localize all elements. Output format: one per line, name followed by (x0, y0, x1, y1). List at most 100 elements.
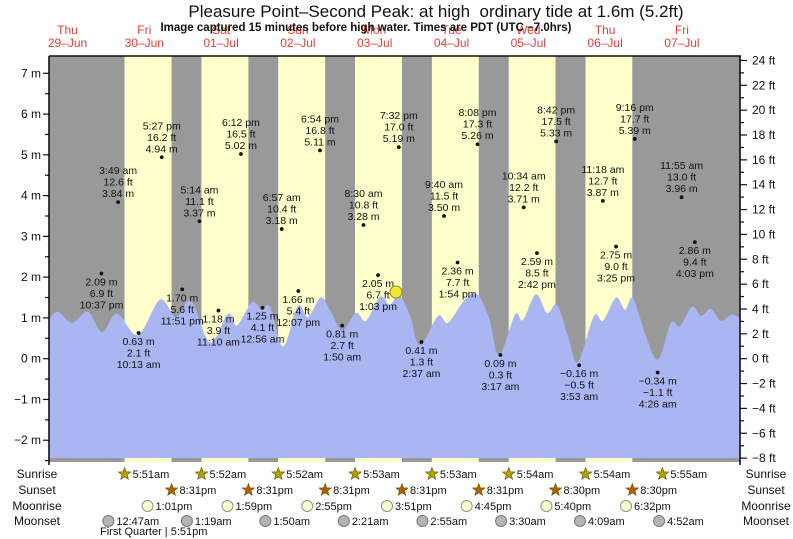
tide-event-label: 2:42 pm (518, 279, 556, 291)
tide-event-label: 5.6 ft (171, 304, 194, 316)
tide-event-label: 5.02 m (225, 140, 257, 152)
tide-event-label: −0.34 m (639, 376, 677, 388)
tide-event-label: 2.7 ft (330, 340, 353, 352)
tide-event-label: 11:10 am (197, 337, 240, 349)
day-date-label: 05–Jul (511, 36, 546, 50)
left-axis-label: 7 m (21, 66, 41, 80)
tide-event-label: 10:34 am (502, 170, 546, 182)
row-label-right-moonset: Moonset (743, 514, 790, 528)
sunset-time-label: 8:30pm (564, 485, 601, 497)
day-date-label: 30–Jun (125, 36, 164, 50)
moonrise-time-label: 4:45pm (475, 501, 512, 513)
sunset-time-label: 8:31pm (180, 485, 217, 497)
sunset-icon (471, 482, 486, 497)
tide-event-label: 0.3 ft (489, 370, 512, 382)
sunrise-icon (271, 466, 286, 481)
tide-event-label: 10.8 ft (349, 199, 378, 211)
tide-event-label: 2.75 m (600, 250, 632, 262)
tide-event-label: 12.2 ft (509, 182, 538, 194)
right-axis-label: 22 ft (752, 78, 776, 92)
moonrise-time-label: 5:40pm (554, 501, 591, 513)
sunrise-time-label: 5:52am (209, 469, 246, 481)
tide-event-label: 3.50 m (428, 202, 460, 214)
tide-event-label: 9:40 am (425, 179, 463, 191)
tide-event-dot (116, 200, 121, 205)
tide-event-label: 0.63 m (123, 336, 155, 348)
sunrise-time-label: 5:53am (363, 469, 400, 481)
moonset-time-label: 2:21am (352, 516, 389, 528)
tide-event-label: 8:30 am (345, 188, 383, 200)
tide-event-label: 4.1 ft (251, 322, 274, 334)
left-axis-label: 2 m (21, 270, 41, 284)
moonset-time-label: 4:09am (588, 516, 625, 528)
tide-event-label: 3.71 m (508, 193, 540, 205)
tide-event-label: 0.41 m (405, 345, 437, 357)
moonrise-icon (221, 500, 234, 512)
row-label-right-sunrise: Sunrise (746, 467, 787, 481)
day-name-label: Fri (137, 23, 151, 37)
current-tide-marker (389, 285, 403, 299)
tide-event-label: 6:12 pm (222, 117, 260, 129)
tide-event-dot (159, 155, 164, 160)
tide-event-label: 10:37 pm (80, 299, 124, 311)
tide-event-dot (521, 205, 526, 210)
tide-event-label: 13.0 ft (667, 172, 696, 184)
tide-event-label: 7:32 pm (380, 110, 418, 122)
tide-event-label: 1:03 pm (359, 301, 397, 313)
tide-event-label: 2.59 m (521, 256, 553, 268)
tide-event-label: 3:49 am (99, 165, 137, 177)
tide-event-label: 11.5 ft (430, 190, 458, 202)
moonrise-time-label: 2:55pm (315, 501, 352, 513)
left-axis-label: 4 m (21, 189, 41, 203)
sunrise-icon (194, 466, 209, 481)
tide-event-label: 12.7 ft (588, 175, 617, 187)
row-label-right-moonrise: Moonrise (741, 499, 791, 513)
tide-event-dot (455, 260, 460, 265)
right-axis-label: 24 ft (752, 53, 776, 67)
tide-event-dot (577, 363, 582, 368)
tide-event-dot (279, 227, 284, 231)
tide-event-dot (136, 331, 141, 335)
sunrise-icon (655, 466, 670, 481)
tide-event-label: 2.36 m (442, 265, 474, 277)
sunrise-time-label: 5:51am (133, 469, 170, 481)
sunset-icon (241, 482, 256, 497)
right-axis-label: 8 ft (752, 252, 769, 266)
moonset-time-label: 4:52am (667, 516, 704, 528)
moonset-icon (416, 515, 429, 527)
tide-event-label: 8:08 pm (459, 107, 497, 119)
tide-event-label: 3.87 m (587, 187, 619, 199)
tide-event-label: 5.11 m (304, 136, 336, 148)
tide-event-label: 12:56 am (241, 334, 285, 346)
day-name-label: Thu (595, 23, 616, 37)
right-axis-label: 14 ft (752, 178, 776, 192)
moonrise-icon (141, 500, 154, 512)
right-axis-label: −6 ft (752, 426, 776, 440)
tide-event-label: 10.4 ft (267, 204, 296, 216)
tide-event-label: 17.3 ft (463, 119, 492, 131)
tide-event-label: 3:17 am (481, 381, 519, 393)
tide-event-label: 2:37 am (402, 368, 440, 380)
tide-event-label: 10:13 am (117, 359, 161, 371)
tide-event-label: 8:42 pm (537, 104, 575, 116)
moonset-icon (653, 515, 666, 527)
tide-event-label: 0.81 m (326, 329, 358, 341)
row-label-left-moonrise: Moonrise (12, 499, 62, 513)
day-name-label: Mon (363, 23, 386, 37)
right-axis-label: 2 ft (752, 327, 769, 341)
right-axis-label: 10 ft (752, 227, 776, 241)
tide-event-dot (99, 271, 104, 276)
tide-event-label: 4:26 am (639, 399, 677, 411)
day-name-label: Wed (516, 23, 540, 37)
tide-event-label: 5.39 m (619, 125, 651, 137)
sunset-time-label: 8:31pm (256, 485, 293, 497)
tide-event-label: 5.4 ft (287, 306, 310, 318)
left-axis-label: 0 m (21, 352, 41, 366)
tide-event-label: 11:18 am (581, 164, 624, 176)
tide-event-label: 6.9 ft (90, 288, 113, 300)
sunset-icon (318, 482, 333, 497)
tide-event-label: 16.2 ft (147, 132, 176, 144)
tide-event-label: −0.5 ft (564, 380, 594, 392)
right-axis-label: 6 ft (752, 277, 769, 291)
